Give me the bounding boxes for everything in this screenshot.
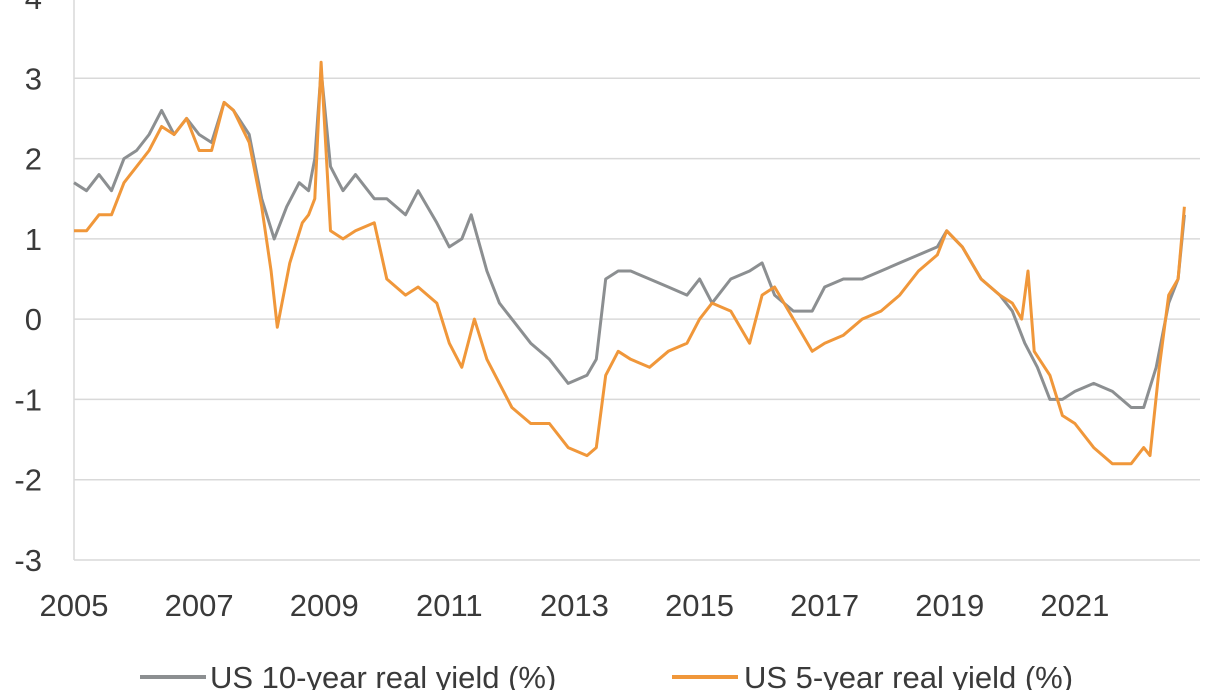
x-tick-label: 2007: [165, 588, 234, 623]
axes: [73, 0, 1200, 561]
y-tick-label: 3: [25, 61, 42, 96]
y-tick-label: 1: [25, 222, 42, 257]
x-tick-label: 2021: [1040, 588, 1109, 623]
x-tick-label: 2013: [540, 588, 609, 623]
x-tick-label: 2011: [416, 588, 483, 623]
series-lines: [73, 60, 1186, 466]
y-tick-label: -3: [14, 543, 42, 578]
x-tick-label: 2015: [665, 588, 734, 623]
series-line-5-year: [74, 60, 1186, 466]
y-tick-label: -1: [14, 382, 42, 417]
legend-label: US 5-year real yield (%): [744, 660, 1073, 690]
y-tick-label: -2: [14, 463, 42, 498]
y-tick-label: 0: [25, 302, 42, 337]
y-tick-label: 4: [25, 0, 42, 16]
x-tick-label: 2009: [290, 588, 359, 623]
x-tick-label: 2005: [40, 588, 109, 623]
gridlines: [74, 77, 1200, 481]
x-tick-labels: 2005 2007 2009 2011 2013 2015 2017 2019 2021: [40, 588, 1110, 623]
x-tick-label: 2019: [915, 588, 984, 623]
y-tick-label: 2: [25, 142, 42, 177]
legend: US 10-year real yield (%) US 5-year real …: [140, 660, 1073, 690]
legend-label: US 10-year real yield (%): [210, 660, 556, 690]
x-tick-label: 2017: [790, 588, 859, 623]
y-tick-labels: -3 -2 -1 0 1 2 3 4: [14, 0, 42, 578]
